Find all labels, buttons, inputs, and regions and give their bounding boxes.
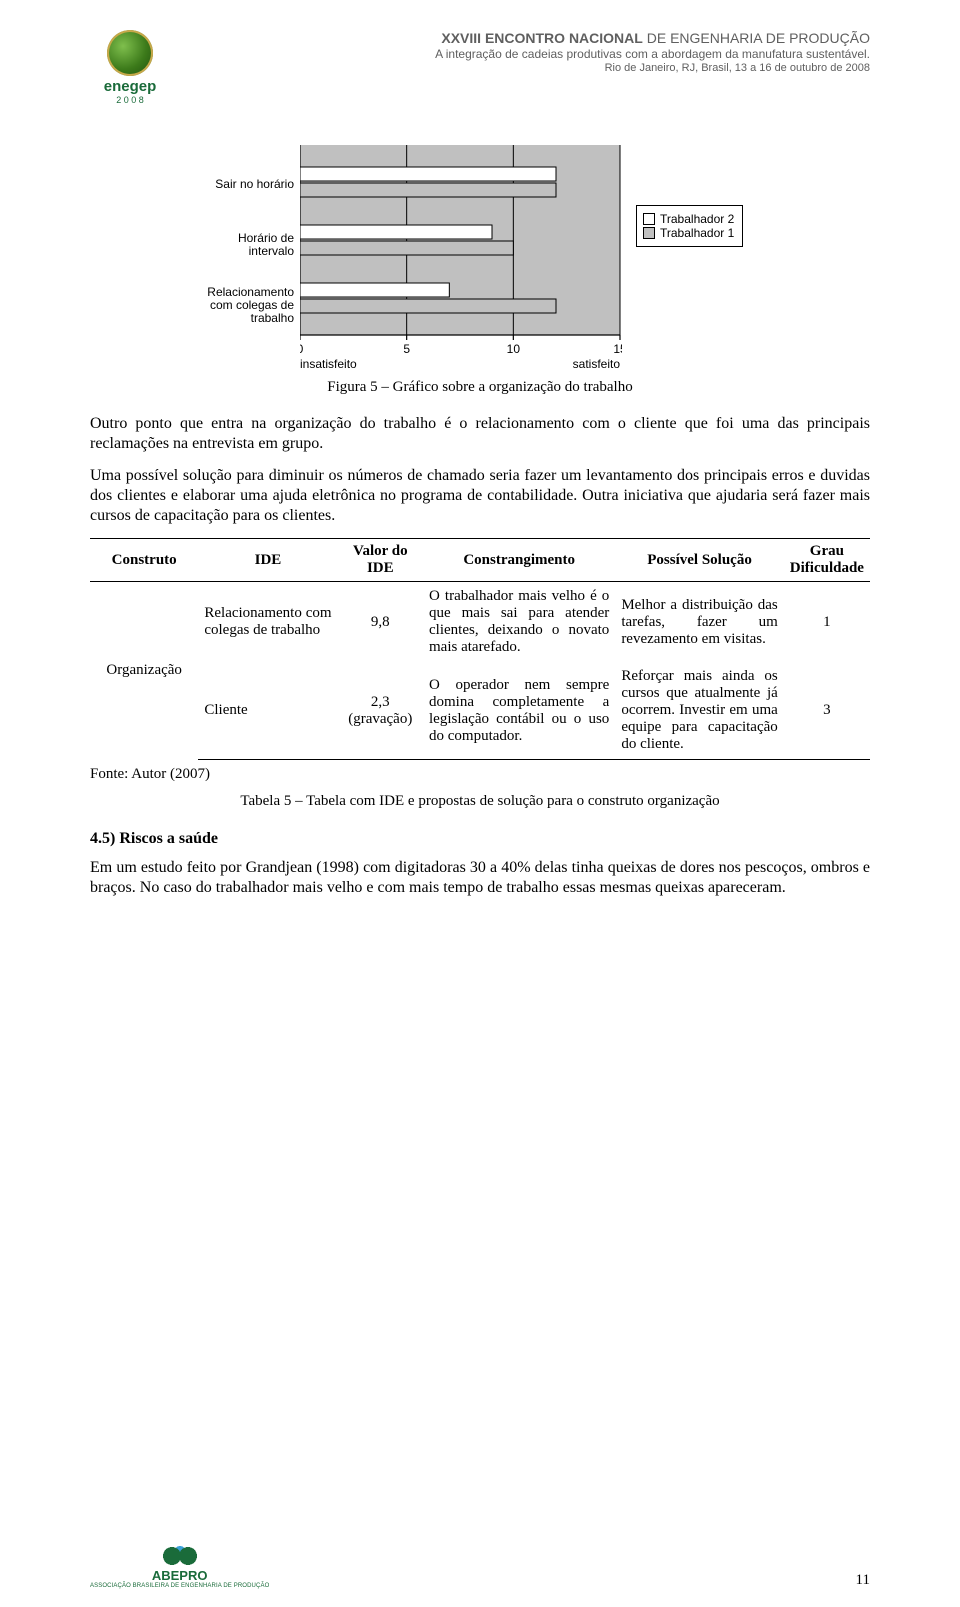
legend-swatch bbox=[643, 227, 655, 239]
table-cell-construto: Organização bbox=[90, 582, 198, 760]
abepro-logo-subtext: ASSOCIAÇÃO BRASILEIRA DE ENGENHARIA DE P… bbox=[90, 1583, 269, 1589]
table-header-cell: IDE bbox=[198, 539, 337, 582]
svg-text:15: 15 bbox=[613, 342, 622, 356]
enegep-logo: enegep 2 0 0 8 bbox=[90, 30, 170, 105]
legend-item: Trabalhador 1 bbox=[643, 226, 734, 240]
svg-text:10: 10 bbox=[507, 342, 521, 356]
chart-xlabel-left: insatisfeito bbox=[300, 357, 357, 371]
chart-plot-area: Sair no horário Horário deintervalo Relaci… bbox=[170, 145, 622, 371]
table-header-cell: Grau Dificuldade bbox=[784, 539, 870, 582]
chart-legend: Trabalhador 2Trabalhador 1 bbox=[636, 205, 743, 247]
table-header-cell: Valor do IDE bbox=[338, 539, 423, 582]
globe-icon bbox=[107, 30, 153, 76]
table-header-cell: Constrangimento bbox=[423, 539, 615, 582]
table-source: Fonte: Autor (2007) bbox=[90, 766, 870, 783]
conference-subtitle: A integração de cadeias produtivas com a… bbox=[435, 47, 870, 61]
table-cell-solucao: Reforçar mais ainda os cursos que atualm… bbox=[615, 662, 783, 760]
table-header-cell: Possível Solução bbox=[615, 539, 783, 582]
table-5: ConstrutoIDEValor do IDEConstrangimentoP… bbox=[90, 538, 870, 760]
legend-item: Trabalhador 2 bbox=[643, 212, 734, 226]
abepro-logo-text: ABEPRO bbox=[152, 1568, 208, 1583]
chart-y-label: Relacionamentocom colegas detrabalho bbox=[207, 286, 294, 326]
abepro-logo: ABEPRO ASSOCIAÇÃO BRASILEIRA DE ENGENHAR… bbox=[90, 1544, 269, 1589]
figure-caption: Figura 5 – Gráfico sobre a organização d… bbox=[90, 379, 870, 396]
logo-text: enegep bbox=[104, 78, 157, 95]
figure-5-chart: Sair no horário Horário deintervalo Relaci… bbox=[170, 145, 790, 371]
chart-svg: 0 5 10 15 bbox=[300, 145, 622, 357]
table-caption: Tabela 5 – Tabela com IDE e propostas de… bbox=[90, 793, 870, 810]
conference-location-date: Rio de Janeiro, RJ, Brasil, 13 a 16 de o… bbox=[435, 62, 870, 74]
table-row: Cliente2,3 (gravação)O operador nem semp… bbox=[90, 662, 870, 760]
page-header: enegep 2 0 0 8 XXVIII ENCONTRO NACIONAL … bbox=[90, 30, 870, 105]
chart-x-axis-qualifiers: insatisfeito satisfeito bbox=[300, 357, 620, 371]
table-cell-ide: Relacionamento com colegas de trabalho bbox=[198, 582, 337, 663]
conference-title: XXVIII ENCONTRO NACIONAL DE ENGENHARIA D… bbox=[435, 30, 870, 46]
table-cell-constrangimento: O operador nem sempre domina completamen… bbox=[423, 662, 615, 760]
table-header-cell: Construto bbox=[90, 539, 198, 582]
table-header-row: ConstrutoIDEValor do IDEConstrangimentoP… bbox=[90, 539, 870, 582]
svg-text:5: 5 bbox=[403, 342, 410, 356]
chart-plot: 0 5 10 15 insatisfeito satisfeito bbox=[300, 145, 622, 371]
table-cell-grau: 1 bbox=[784, 582, 870, 663]
table-cell-solucao: Melhor a distribuição das tarefas, fazer… bbox=[615, 582, 783, 663]
legend-label: Trabalhador 1 bbox=[660, 226, 734, 240]
chart-xlabel-right: satisfeito bbox=[573, 357, 620, 371]
paragraph-3: Em um estudo feito por Grandjean (1998) … bbox=[90, 858, 870, 898]
page-footer: ABEPRO ASSOCIAÇÃO BRASILEIRA DE ENGENHAR… bbox=[0, 1544, 960, 1589]
header-text-block: XXVIII ENCONTRO NACIONAL DE ENGENHARIA D… bbox=[435, 30, 870, 74]
table-cell-grau: 3 bbox=[784, 662, 870, 760]
chart-y-category-labels: Sair no horário Horário deintervalo Relaci… bbox=[170, 145, 300, 335]
page-number: 11 bbox=[856, 1572, 870, 1589]
page: enegep 2 0 0 8 XXVIII ENCONTRO NACIONAL … bbox=[0, 0, 960, 1607]
abepro-logo-icon bbox=[158, 1544, 202, 1568]
paragraph-2: Uma possível solução para diminuir os nú… bbox=[90, 466, 870, 526]
conference-title-bold: XXVIII ENCONTRO NACIONAL bbox=[441, 30, 642, 46]
legend-swatch bbox=[643, 213, 655, 225]
paragraph-1: Outro ponto que entra na organização do … bbox=[90, 414, 870, 454]
chart-y-label: Horário deintervalo bbox=[238, 232, 294, 258]
chart-y-label: Sair no horário bbox=[215, 178, 294, 191]
table-cell-constrangimento: O trabalhador mais velho é o que mais sa… bbox=[423, 582, 615, 663]
legend-label: Trabalhador 2 bbox=[660, 212, 734, 226]
table-cell-valor: 2,3 (gravação) bbox=[338, 662, 423, 760]
table-row: OrganizaçãoRelacionamento com colegas de… bbox=[90, 582, 870, 663]
table-cell-valor: 9,8 bbox=[338, 582, 423, 663]
logo-year: 2 0 0 8 bbox=[116, 95, 144, 105]
conference-title-light: DE ENGENHARIA DE PRODUÇÃO bbox=[643, 30, 870, 46]
table-cell-ide: Cliente bbox=[198, 662, 337, 760]
svg-text:0: 0 bbox=[300, 342, 304, 356]
section-heading-4-5: 4.5) Riscos a saúde bbox=[90, 830, 870, 848]
